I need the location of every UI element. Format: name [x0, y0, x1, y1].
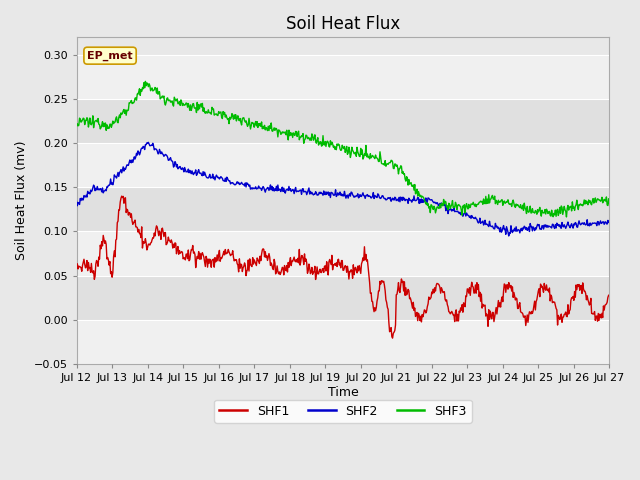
Bar: [77, 99, 609, 143]
Line: SHF1: SHF1: [77, 196, 609, 338]
Bar: [77, 231, 609, 276]
SHF3: [73, 123, 81, 129]
SHF2: [73, 198, 81, 204]
SHF3: [557, 203, 565, 209]
Text: EP_met: EP_met: [87, 50, 133, 61]
SHF3: [605, 201, 613, 206]
SHF1: [335, 262, 343, 268]
SHF3: [440, 197, 447, 203]
SHF1: [387, 324, 395, 330]
SHF1: [191, 249, 198, 255]
Bar: [77, 55, 609, 99]
Legend: SHF1, SHF2, SHF3: SHF1, SHF2, SHF3: [214, 400, 472, 423]
SHF2: [440, 202, 447, 207]
SHF2: [191, 169, 198, 175]
SHF3: [387, 157, 395, 163]
SHF1: [440, 289, 448, 295]
SHF1: [73, 265, 81, 271]
SHF2: [145, 140, 152, 145]
SHF2: [505, 233, 513, 239]
SHF3: [191, 105, 198, 110]
SHF2: [335, 192, 343, 198]
Bar: [77, 320, 609, 364]
SHF2: [213, 174, 221, 180]
SHF3: [213, 112, 221, 118]
Line: SHF2: SHF2: [77, 143, 609, 236]
SHF1: [118, 193, 125, 199]
SHF2: [558, 220, 566, 226]
Bar: [77, 187, 609, 231]
Y-axis label: Soil Heat Flux (mv): Soil Heat Flux (mv): [15, 141, 28, 260]
SHF1: [388, 335, 396, 341]
SHF1: [213, 252, 221, 258]
Bar: [77, 276, 609, 320]
Line: SHF3: SHF3: [77, 82, 609, 217]
X-axis label: Time: Time: [328, 385, 358, 398]
SHF3: [563, 214, 570, 220]
Title: Soil Heat Flux: Soil Heat Flux: [286, 15, 400, 33]
SHF2: [605, 219, 613, 225]
SHF1: [605, 292, 613, 298]
SHF3: [335, 142, 343, 148]
SHF2: [387, 198, 395, 204]
Bar: [77, 143, 609, 187]
SHF3: [141, 79, 149, 84]
SHF1: [558, 320, 566, 325]
